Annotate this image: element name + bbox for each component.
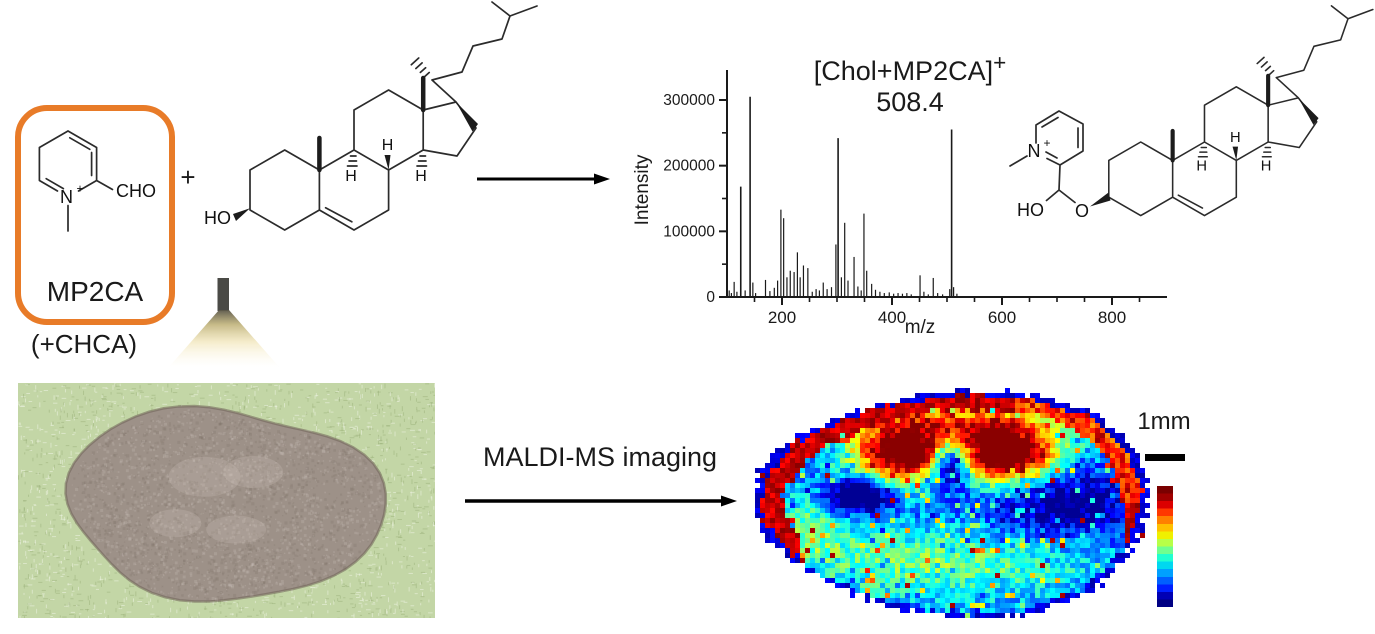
spectrum-title: [Chol+MP2CA]+ xyxy=(760,50,1060,87)
cholesterol-structure: HO xyxy=(204,2,537,230)
x-tick-label: 600 xyxy=(988,308,1016,327)
c3-oh-wedge xyxy=(233,208,250,221)
mp2ca-label: MP2CA xyxy=(46,276,144,307)
mp2ca-highlight-box xyxy=(15,105,175,325)
cholesterol-hydroxyl-label: HO xyxy=(204,208,231,228)
x-tick-label: 800 xyxy=(1098,308,1126,327)
reaction-plus-sign: + xyxy=(180,162,196,192)
matrix-sprayer-icon xyxy=(168,278,280,368)
spectrum-title-text: [Chol+MP2CA] xyxy=(813,56,994,86)
y-tick-label: 100000 xyxy=(663,223,715,240)
scale-bar xyxy=(1145,454,1185,461)
spectrum-title-charge: + xyxy=(993,50,1007,75)
x-tick-label: 200 xyxy=(768,308,796,327)
spectrum-x-axis-title: m/z xyxy=(904,317,936,338)
y-tick-label: 0 xyxy=(706,289,715,306)
spectrum-peaks xyxy=(728,96,958,297)
tissue-optical-image xyxy=(18,383,435,618)
intensity-colorbar xyxy=(1157,486,1173,607)
chca-additive-label: (+CHCA) xyxy=(30,329,138,359)
spray-cone xyxy=(168,310,280,368)
maldi-imaging-arrow-label: MALDI-MS imaging xyxy=(482,442,718,472)
maldi-ion-image-heatmap xyxy=(750,383,1165,625)
y-tick-label: 300000 xyxy=(663,92,715,109)
x-tick-label: 400 xyxy=(878,308,906,327)
y-tick-label: 200000 xyxy=(663,158,715,175)
scale-bar-label: 1mm xyxy=(1137,408,1191,435)
mass-spectrum-plot: 0 100000 200000 300000 200 400 600 800 xyxy=(663,70,1167,327)
sprayer-nozzle xyxy=(217,278,229,311)
spectrum-peak-annotation: 508.4 xyxy=(876,87,944,117)
